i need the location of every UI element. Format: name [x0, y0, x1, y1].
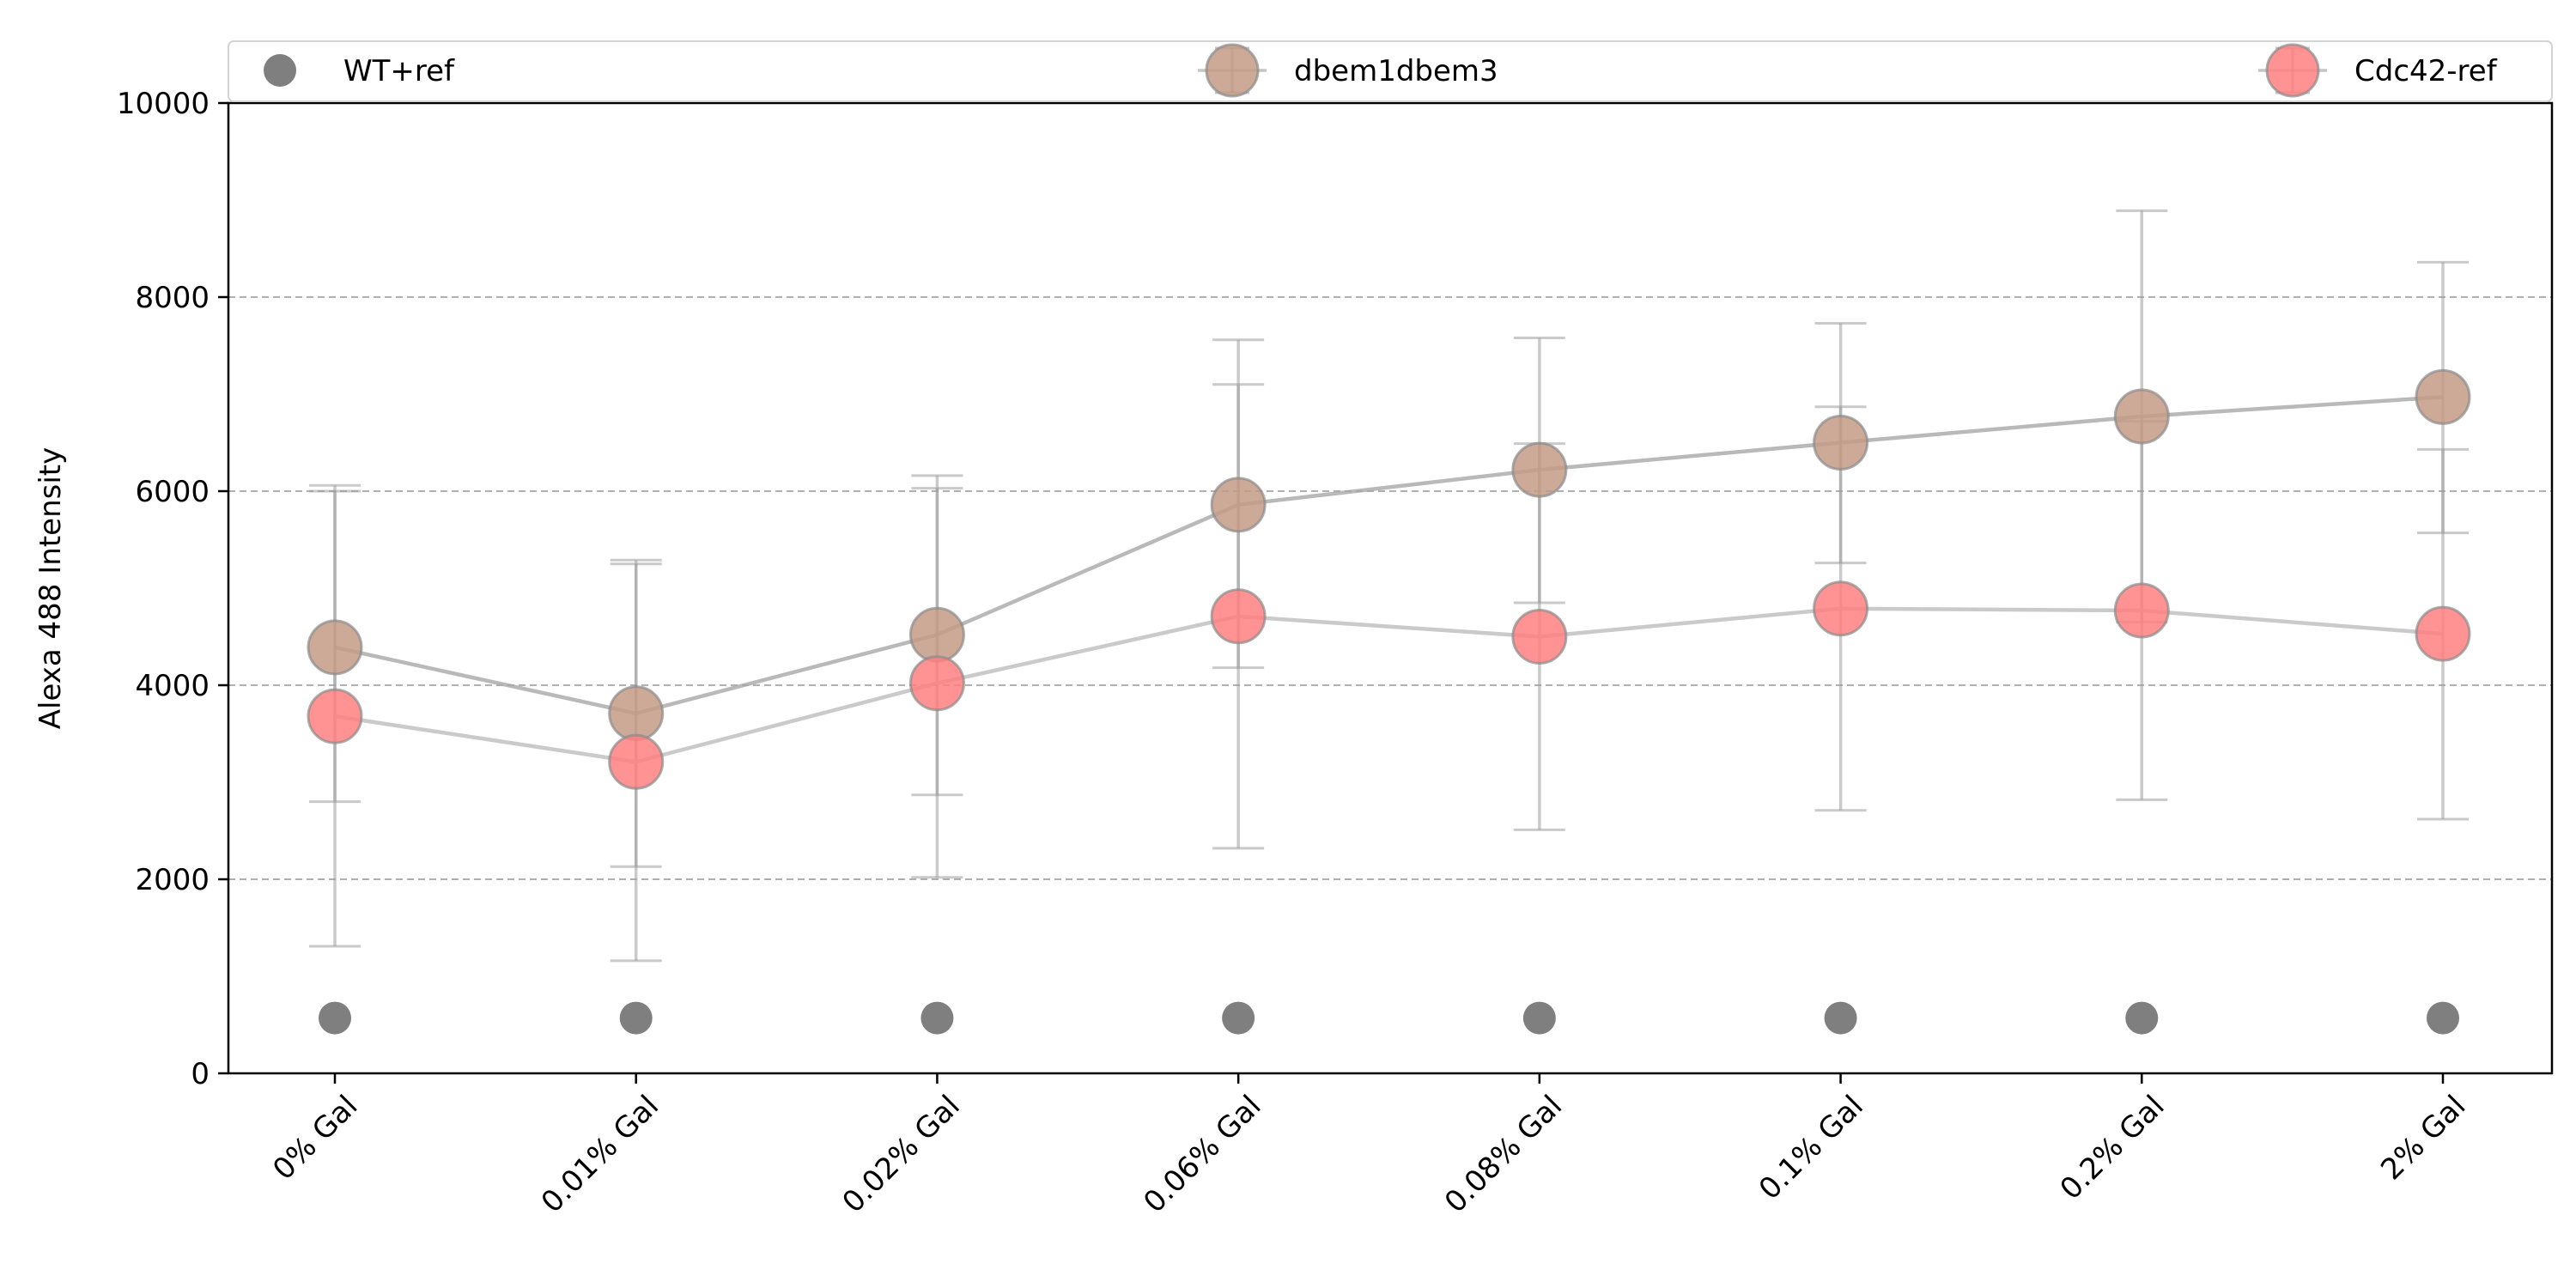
series-line: [334, 606, 2444, 764]
x-tick-label: 0.1% Gal: [1753, 1089, 1870, 1206]
data-point: [1210, 588, 1267, 645]
data-point: [908, 606, 965, 663]
legend: WT+ref dbem1dbem3 Cdc42-ref: [228, 40, 2553, 102]
legend-label: WT+ref: [343, 54, 455, 88]
data-point: [307, 688, 363, 744]
y-tick-label: 0: [191, 1057, 210, 1091]
data-point: [1522, 1001, 1556, 1035]
y-axis-label: Alexa 488 Intensity: [33, 447, 68, 729]
data-point: [619, 1001, 653, 1035]
x-tick-label: 0.08% Gal: [1438, 1089, 1569, 1219]
x-tick-label: 2% Gal: [2374, 1089, 2472, 1187]
data-point: [1813, 415, 1869, 471]
axis-ticks: 0 2000 4000 6000 8000 10000 0% Gal 0.01% Gal 0.0…: [117, 87, 2473, 1219]
grid-lines: [228, 296, 2552, 880]
data-point: [1824, 1001, 1857, 1035]
y-tick-label: 10000: [117, 87, 210, 121]
legend-marker: [2265, 43, 2320, 98]
data-point: [2125, 1001, 2159, 1035]
data-point: [2113, 582, 2170, 639]
data-point: [920, 1001, 954, 1035]
series-lines: [334, 395, 2444, 764]
x-tick-label: 0.01% Gal: [535, 1089, 665, 1219]
data-point: [2415, 368, 2471, 425]
data-point: [608, 733, 665, 790]
data-point: [307, 619, 363, 676]
data-point: [2415, 605, 2471, 662]
data-point: [608, 685, 665, 742]
y-tick-label: 6000: [135, 475, 210, 509]
x-tick-label: 0.02% Gal: [835, 1089, 966, 1219]
data-point: [1210, 477, 1267, 533]
data-point: [319, 1001, 351, 1035]
data-point: [1511, 609, 1568, 665]
legend-label: Cdc42-ref: [2354, 54, 2498, 88]
data-point: [2427, 1001, 2459, 1035]
data-point: [908, 655, 965, 712]
x-tick-label: 0.06% Gal: [1137, 1089, 1267, 1219]
series-line: [334, 395, 2444, 716]
legend-box: [228, 40, 2553, 102]
legend-marker: [1205, 43, 1260, 98]
data-points: [307, 368, 2471, 1035]
legend-marker: [264, 54, 296, 87]
y-tick-label: 2000: [135, 863, 210, 897]
plot-frame: [227, 101, 2554, 1075]
y-tick-label: 8000: [135, 281, 210, 315]
y-tick-label: 4000: [135, 669, 210, 703]
legend-label: dbem1dbem3: [1294, 54, 1498, 88]
data-point: [1222, 1001, 1255, 1035]
x-tick-label: 0% Gal: [266, 1089, 364, 1187]
data-point: [1511, 441, 1568, 498]
x-tick-label: 0.2% Gal: [2054, 1089, 2172, 1206]
data-point: [2113, 388, 2170, 445]
data-point: [1813, 580, 1869, 637]
